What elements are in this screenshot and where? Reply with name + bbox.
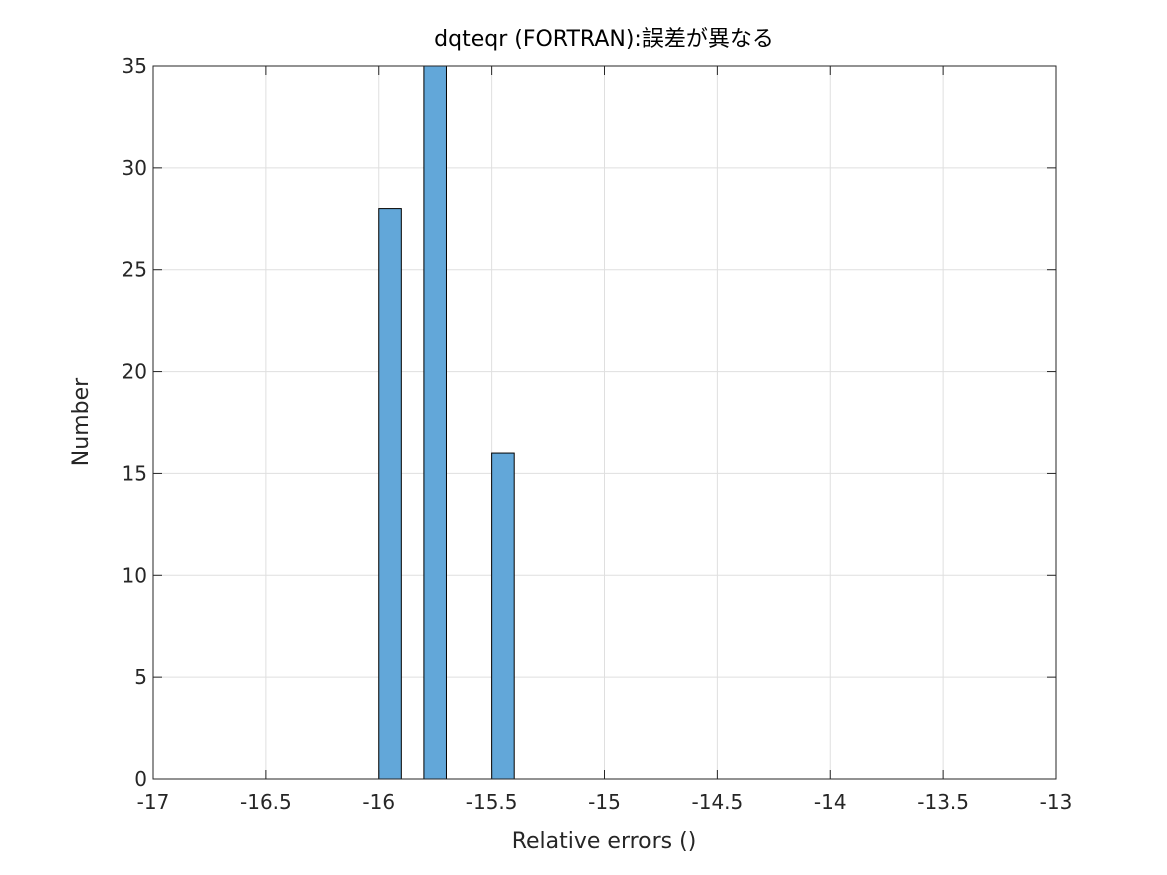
y-axis-label: Number <box>69 377 94 466</box>
histogram-bar <box>423 65 447 780</box>
y-tick-label: 10 <box>122 563 147 587</box>
x-axis-label: Relative errors () <box>512 829 697 854</box>
histogram-bar <box>491 452 515 780</box>
y-tick-label: 30 <box>122 156 147 180</box>
x-tick-label: -15 <box>588 790 621 814</box>
x-tick-label: -15.5 <box>466 790 518 814</box>
y-tick-label: 5 <box>134 665 147 689</box>
histogram-bar <box>378 208 402 780</box>
x-tick-label: -14 <box>814 790 847 814</box>
axis-ticks <box>152 65 1057 780</box>
histogram-bars <box>378 65 515 780</box>
x-tick-label: -13.5 <box>917 790 969 814</box>
y-tick-label: 20 <box>122 360 147 384</box>
x-tick-label: -17 <box>137 790 170 814</box>
x-tick-label: -16 <box>362 790 395 814</box>
chart-title: dqteqr (FORTRAN):誤差が異なる <box>434 27 774 52</box>
x-tick-label: -14.5 <box>692 790 744 814</box>
y-tick-label: 15 <box>122 461 147 485</box>
y-tick-label: 35 <box>122 54 147 78</box>
x-tick-label: -13 <box>1040 790 1073 814</box>
x-tick-label: -16.5 <box>240 790 292 814</box>
y-tick-label: 25 <box>122 258 147 282</box>
y-tick-label: 0 <box>134 767 147 791</box>
x-tick-labels: -17 -16.5 -16 -15.5 -15 -14.5 -14 -13.5 -13 <box>137 790 1073 814</box>
y-tick-labels: 0 5 10 15 20 25 30 35 <box>122 54 147 791</box>
